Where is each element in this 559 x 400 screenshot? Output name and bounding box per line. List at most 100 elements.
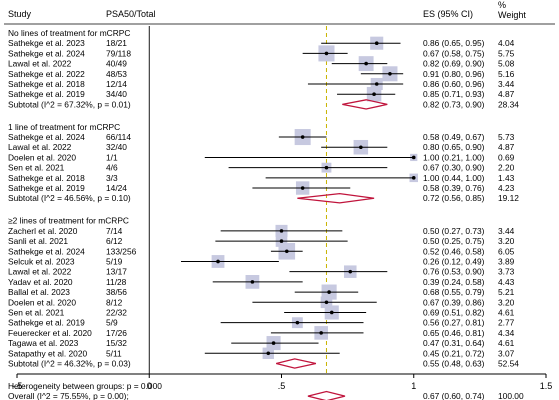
study-row: Sen et al. 2021 22/32 0.69 (0.51, 0.82) 4.6… <box>8 305 515 320</box>
study-weight: 5.08 <box>498 59 515 69</box>
study-weight: 5.73 <box>498 132 515 142</box>
group-title: No lines of treatment for mCRPC <box>8 28 130 38</box>
study-row: Satapathy et al. 2020 5/11 0.45 (0.21, 0.7… <box>8 347 515 359</box>
study-label: Sanli et al. 2021 <box>8 236 68 246</box>
study-weight: 4.61 <box>498 338 515 348</box>
study-counts: 5/9 <box>106 318 118 328</box>
study-counts: 79/118 <box>106 48 131 58</box>
study-counts: 40/49 <box>106 59 127 69</box>
overall-row: Overall (I^2 = 75.55%, p = 0.00); 0.67 (0… <box>8 391 524 400</box>
header-weight-line: % <box>498 0 506 10</box>
study-counts: 6/12 <box>106 236 123 246</box>
study-label: Lawal et al. 2022 <box>8 142 72 152</box>
study-row: Sathekge et al. 2024 66/114 0.58 (0.49, 0.… <box>8 129 515 146</box>
study-es-text: 0.69 (0.51, 0.82) <box>423 307 485 317</box>
study-row: Sen et al. 2021 4/6 0.67 (0.30, 0.90) 2.20 <box>8 163 515 173</box>
study-counts: 5/11 <box>106 348 122 358</box>
study-weight: 4.61 <box>498 307 515 317</box>
group-title: ≥2 lines of treatment for mCRPC <box>8 216 129 226</box>
study-label: Sathekge et al. 2022 <box>8 69 85 79</box>
study-weight: 4.43 <box>498 277 515 287</box>
study-counts: 1/1 <box>106 152 118 162</box>
study-row: Doelen et al. 2020 1/1 1.00 (0.21, 1.00) 0.… <box>8 152 515 162</box>
study-counts: 48/53 <box>106 69 127 79</box>
study-row: Selcuk et al. 2023 5/19 0.26 (0.12, 0.49) 3… <box>8 255 515 268</box>
study-counts: 11/28 <box>106 277 127 287</box>
study-weight: 2.20 <box>498 163 515 173</box>
study-label: Satapathy et al. 2020 <box>8 348 87 358</box>
study-row: Sathekge et al. 2018 3/3 1.00 (0.44, 1.00)… <box>8 173 515 183</box>
header-es: ES (95% CI) <box>423 9 473 19</box>
study-label: Sathekge et al. 2019 <box>8 183 85 193</box>
study-row: Tagawa et al. 2023 15/32 0.47 (0.31, 0.64)… <box>8 336 515 351</box>
study-label: Sathekge et al. 2019 <box>8 89 85 99</box>
study-weight: 1.43 <box>498 173 515 183</box>
study-counts: 34/40 <box>106 89 127 99</box>
study-point <box>359 145 363 150</box>
study-es-text: 0.82 (0.69, 0.90) <box>423 59 485 69</box>
study-es-text: 0.67 (0.30, 0.90) <box>423 163 485 173</box>
study-row: Sathekge et al. 2024 133/256 0.52 (0.46, 0… <box>8 242 515 260</box>
subtotal-label: Subtotal (I^2 = 46.56%, p = 0.10) <box>8 193 131 203</box>
x-tick-label: 1.5 <box>540 381 553 391</box>
header-study: Study <box>8 9 32 19</box>
study-es-text: 0.50 (0.27, 0.73) <box>423 226 485 236</box>
study-counts: 7/14 <box>106 226 123 236</box>
study-es-text: 0.58 (0.39, 0.76) <box>423 183 485 193</box>
study-point <box>300 186 305 190</box>
study-point <box>266 351 271 356</box>
study-weight: 4.04 <box>498 38 515 48</box>
study-point <box>411 155 416 160</box>
study-weight: 3.20 <box>498 297 515 307</box>
study-point <box>216 259 220 264</box>
study-weight: 3.20 <box>498 236 515 246</box>
overall-weight: 100.00 <box>498 391 524 400</box>
study-row: Sanli et al. 2021 6/12 0.50 (0.25, 0.75) 3.… <box>8 235 515 247</box>
study-es-text: 0.85 (0.71, 0.93) <box>423 89 485 99</box>
group-title: 1 line of treatment for mCRPC <box>8 122 120 132</box>
study-row: Doelen et al. 2020 8/12 0.67 (0.39, 0.86) 3… <box>8 296 515 309</box>
study-label: Sen et al. 2021 <box>8 307 65 317</box>
study-row: Sathekge et al. 2024 79/118 0.67 (0.58, 0.… <box>8 45 515 62</box>
study-weight: 3.44 <box>498 226 515 236</box>
study-point <box>324 165 329 170</box>
study-es-text: 0.52 (0.46, 0.58) <box>423 246 485 256</box>
study-point <box>348 269 353 274</box>
study-weight: 4.87 <box>498 89 515 99</box>
x-tick-label: -.5 <box>12 381 23 391</box>
subtotal-es-text: 0.72 (0.56, 0.85) <box>423 193 485 203</box>
study-es-text: 0.67 (0.58, 0.75) <box>423 48 485 58</box>
study-es-text: 0.65 (0.46, 0.81) <box>423 328 485 338</box>
study-counts: 17/26 <box>106 328 127 338</box>
study-point <box>388 72 392 76</box>
study-es-text: 0.86 (0.65, 0.95) <box>423 38 485 48</box>
study-point <box>271 341 276 345</box>
x-tick-label: 1 <box>411 381 416 391</box>
study-row: Sathekge et al. 2019 5/9 0.56 (0.27, 0.81)… <box>8 317 515 329</box>
study-es-text: 0.45 (0.21, 0.72) <box>423 348 485 358</box>
study-weight: 5.16 <box>498 69 515 79</box>
study-es-text: 0.91 (0.80, 0.96) <box>423 69 485 79</box>
study-row: Lawal et al. 2022 40/49 0.82 (0.69, 0.90) 5… <box>8 56 515 72</box>
x-tick-label: .5 <box>278 381 286 391</box>
study-label: Sen et al. 2021 <box>8 163 65 173</box>
study-es-text: 1.00 (0.21, 1.00) <box>423 152 485 162</box>
study-label: Ballal et al. 2023 <box>8 287 70 297</box>
study-es-text: 0.58 (0.49, 0.67) <box>423 132 485 142</box>
study-weight: 5.75 <box>498 48 515 58</box>
study-point <box>300 135 305 139</box>
study-label: Sathekge et al. 2024 <box>8 132 85 142</box>
x-axis: -.5 0 .5 1 1.5 <box>12 373 553 391</box>
column-headers: Study PSA50/Total ES (95% CI) % Weight <box>8 0 526 20</box>
study-weight: 6.05 <box>498 246 515 256</box>
overall-diamond <box>307 390 346 400</box>
study-counts: 12/14 <box>106 79 127 89</box>
subtotal-row: Subtotal (I^2 = 67.32%, p = 0.01) 0.82 (0… <box>8 99 519 109</box>
subtotal-weight: 52.54 <box>498 358 519 368</box>
study-point <box>329 310 334 315</box>
study-label: Tagawa et al. 2023 <box>8 338 79 348</box>
study-label: Yadav et al. 2020 <box>8 277 73 287</box>
study-es-text: 0.26 (0.12, 0.49) <box>423 256 485 266</box>
header-weight: % Weight <box>498 0 526 20</box>
